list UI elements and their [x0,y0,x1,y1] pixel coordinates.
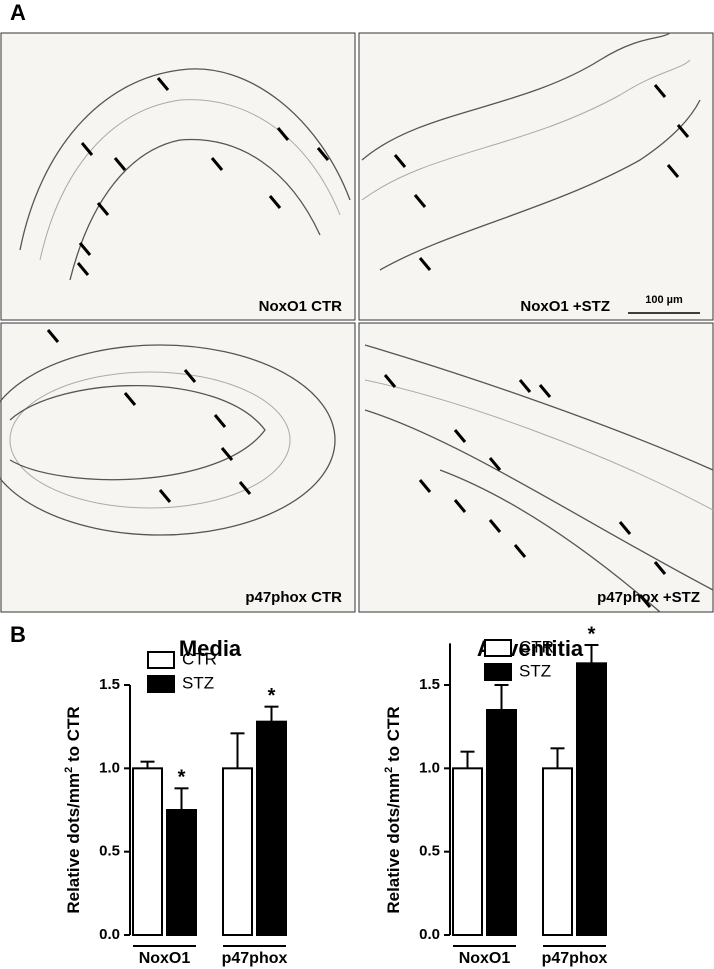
image-label: NoxO1 CTR [259,298,343,315]
x-tick-label: p47phox [542,950,608,967]
x-tick-label: NoxO1 [139,950,191,967]
legend-label: CTR [519,637,554,656]
micrograph: p47phox +STZ [358,322,714,613]
panel-label: B [10,622,26,647]
y-tick-label: 0.5 [419,843,440,860]
legend-label: STZ [519,661,551,680]
y-tick-label: 1.0 [419,759,440,776]
bar [452,767,483,936]
micrograph: p47phox CTR [0,322,356,613]
legend-swatch [484,639,512,657]
scale-bar-label: 100 µm [645,294,683,306]
y-axis-label: Relative dots/mm2 to CTR [383,706,404,913]
y-tick-label: 1.5 [419,676,440,693]
image-label: NoxO1 +STZ [520,298,610,315]
legend-label: CTR [182,649,217,668]
y-axis-label-part: to CTR [64,706,83,766]
bar [166,809,197,936]
bar [222,767,253,936]
image-label: p47phox CTR [245,589,342,606]
y-tick-label: 0.5 [99,843,120,860]
y-tick-label: 1.0 [99,759,120,776]
legend-swatch [147,651,175,669]
y-tick-label: 1.5 [99,676,120,693]
x-tick-label: NoxO1 [459,950,511,967]
significance: * [178,767,186,789]
y-axis-label-part: to CTR [384,706,403,766]
y-axis-label-part: 2 [63,767,75,773]
bar [256,720,287,937]
bar [542,767,573,936]
bar [486,709,517,936]
bar [576,662,607,936]
y-axis-label-part: Relative dots/mm [384,773,403,914]
micrograph: NoxO1 CTR [0,32,356,321]
micrograph: 100 µm NoxO1 +STZ [358,32,714,321]
legend-label: STZ [182,673,214,692]
panel-label: A [10,0,26,25]
x-tick-label: p47phox [222,950,288,967]
significance: * [268,685,276,707]
y-axis-label: Relative dots/mm2 to CTR [63,706,84,913]
legend-swatch [147,675,175,693]
bar [132,767,163,936]
chart-title: Media [179,636,242,661]
y-axis-label-part: 2 [383,767,395,773]
image-label: p47phox +STZ [597,589,700,606]
y-tick-label: 0.0 [99,926,120,943]
significance: * [588,623,596,645]
y-axis-label-part: Relative dots/mm [64,773,83,914]
legend-swatch [484,663,512,681]
y-tick-label: 0.0 [419,926,440,943]
